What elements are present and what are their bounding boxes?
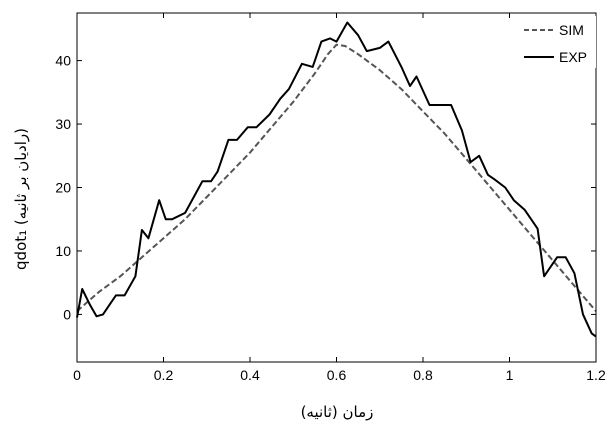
series-layer: [76, 21, 597, 338]
x-tick-label: 0.8: [413, 367, 433, 383]
legend-sim-label: SIM: [559, 22, 584, 38]
y-axis-title: qdot₁ (رادیان بر ثانیه): [12, 128, 30, 270]
x-tick-label: 1: [506, 367, 514, 383]
x-axis: 0 0.2 0.4 0.6 0.8 1 1.2: [73, 13, 606, 383]
legend-exp-label: EXP: [559, 49, 587, 65]
y-tick-label: 20: [55, 180, 71, 196]
series-line-exp: [76, 21, 597, 338]
x-axis-title: زمان (ثانیه): [301, 403, 374, 421]
x-tick-label: 0.4: [240, 367, 260, 383]
x-tick-label: 0.2: [154, 367, 174, 383]
y-tick-label: 40: [55, 53, 71, 69]
x-tick-label: 0: [73, 367, 81, 383]
y-tick-label: 30: [55, 116, 71, 132]
y-tick-label: 10: [55, 243, 71, 259]
legend: SIM EXP: [520, 16, 596, 68]
series-line-sim: [76, 43, 597, 312]
y-axis: 0 10 20 30 40: [55, 53, 596, 322]
x-tick-label: 1.2: [586, 367, 606, 383]
plot-frame: [76, 12, 597, 363]
x-tick-label: 0.6: [327, 367, 347, 383]
y-tick-label: 0: [63, 306, 71, 322]
legend-box: [520, 16, 596, 68]
